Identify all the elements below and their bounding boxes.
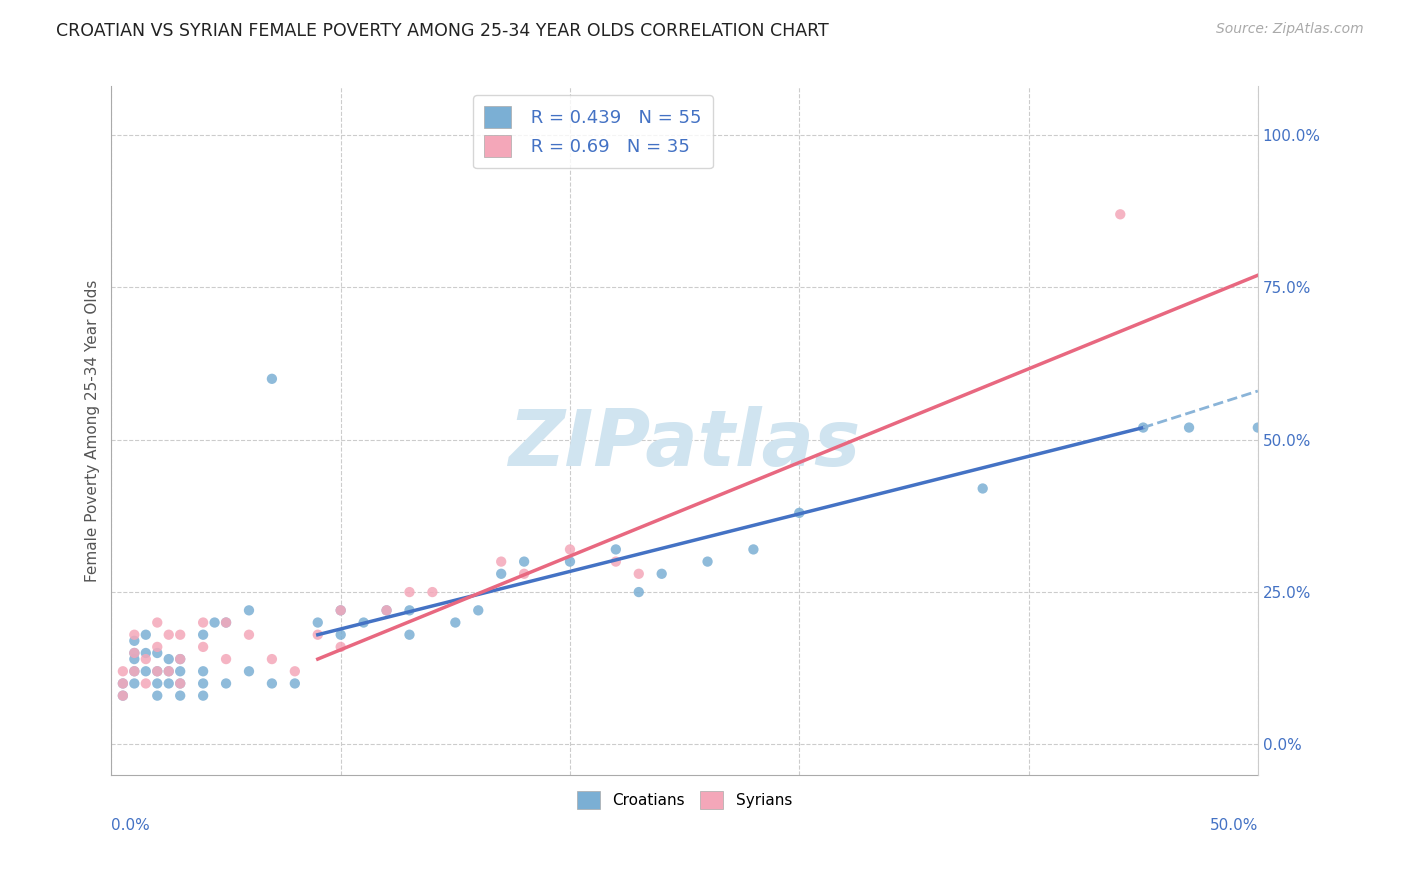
Point [111, 676, 134, 690]
Point [1178, 420, 1201, 434]
Point [787, 506, 810, 520]
Point [260, 652, 283, 666]
Point [627, 585, 650, 599]
Point [651, 566, 673, 581]
Point [215, 676, 238, 690]
Text: 0.0%: 0.0% [111, 817, 150, 832]
Point [124, 676, 146, 690]
Point [124, 646, 146, 660]
Point [513, 555, 536, 569]
Point [124, 633, 146, 648]
Point [215, 615, 238, 630]
Point [191, 628, 214, 642]
Point [191, 640, 214, 654]
Point [627, 566, 650, 581]
Point [1109, 207, 1132, 221]
Point [329, 603, 352, 617]
Point [696, 555, 718, 569]
Point [146, 689, 169, 703]
Point [260, 676, 283, 690]
Point [489, 566, 512, 581]
Point [191, 689, 214, 703]
Point [238, 665, 260, 679]
Point [111, 689, 134, 703]
Point [398, 585, 420, 599]
Point [146, 640, 169, 654]
Point [1132, 420, 1154, 434]
Point [157, 665, 180, 679]
Y-axis label: Female Poverty Among 25-34 Year Olds: Female Poverty Among 25-34 Year Olds [86, 279, 100, 582]
Point [124, 665, 146, 679]
Point [742, 542, 765, 557]
Text: Source: ZipAtlas.com: Source: ZipAtlas.com [1216, 22, 1364, 37]
Point [135, 652, 157, 666]
Point [169, 628, 191, 642]
Point [444, 615, 467, 630]
Point [146, 665, 169, 679]
Point [215, 615, 238, 630]
Point [124, 652, 146, 666]
Point [135, 628, 157, 642]
Point [146, 615, 169, 630]
Point [169, 652, 191, 666]
Point [1247, 420, 1270, 434]
Point [124, 628, 146, 642]
Point [513, 566, 536, 581]
Text: 50.0%: 50.0% [1209, 817, 1258, 832]
Point [124, 646, 146, 660]
Point [157, 652, 180, 666]
Point [558, 555, 581, 569]
Point [467, 603, 489, 617]
Point [398, 628, 420, 642]
Point [398, 603, 420, 617]
Point [169, 689, 191, 703]
Point [605, 542, 627, 557]
Point [307, 628, 329, 642]
Point [191, 676, 214, 690]
Point [135, 676, 157, 690]
Point [605, 555, 627, 569]
Point [353, 615, 375, 630]
Point [111, 665, 134, 679]
Point [169, 652, 191, 666]
Point [135, 646, 157, 660]
Point [558, 542, 581, 557]
Point [191, 665, 214, 679]
Point [146, 676, 169, 690]
Point [489, 555, 512, 569]
Point [111, 689, 134, 703]
Point [238, 628, 260, 642]
Point [329, 603, 352, 617]
Point [284, 676, 307, 690]
Point [169, 676, 191, 690]
Point [169, 676, 191, 690]
Text: ZIPatlas: ZIPatlas [509, 407, 860, 483]
Point [111, 676, 134, 690]
Point [329, 628, 352, 642]
Point [204, 615, 226, 630]
Point [157, 628, 180, 642]
Text: CROATIAN VS SYRIAN FEMALE POVERTY AMONG 25-34 YEAR OLDS CORRELATION CHART: CROATIAN VS SYRIAN FEMALE POVERTY AMONG … [56, 22, 830, 40]
Point [260, 372, 283, 386]
Point [284, 665, 307, 679]
Point [375, 603, 398, 617]
Point [135, 665, 157, 679]
Point [972, 482, 994, 496]
Point [329, 640, 352, 654]
Point [124, 665, 146, 679]
Point [169, 665, 191, 679]
Point [422, 585, 444, 599]
Point [238, 603, 260, 617]
Point [146, 665, 169, 679]
Point [191, 615, 214, 630]
Legend: Croatians, Syrians: Croatians, Syrians [571, 785, 799, 815]
Point [157, 665, 180, 679]
Point [157, 676, 180, 690]
Point [375, 603, 398, 617]
Point [146, 646, 169, 660]
Point [307, 615, 329, 630]
Point [215, 652, 238, 666]
